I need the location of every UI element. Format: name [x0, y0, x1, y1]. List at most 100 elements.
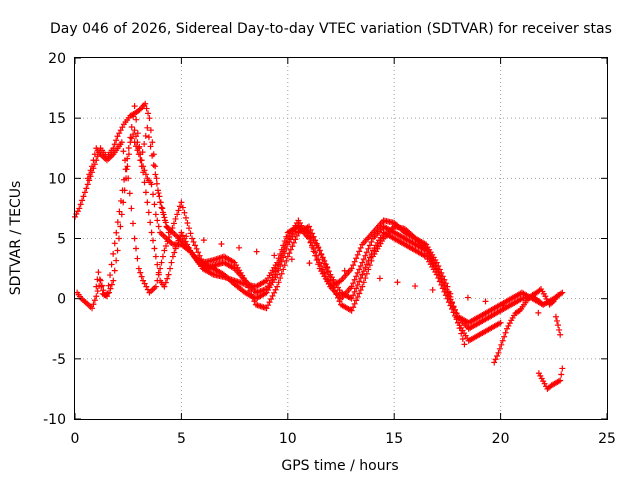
data-point	[145, 134, 152, 141]
data-point	[165, 229, 172, 236]
series-track-7	[93, 103, 564, 338]
data-point	[148, 229, 155, 236]
data-point	[557, 331, 564, 338]
data-point	[306, 223, 313, 230]
data-point	[84, 181, 91, 188]
data-point	[319, 266, 326, 273]
data-point	[165, 271, 172, 278]
data-point	[351, 276, 358, 283]
data-point	[200, 237, 207, 244]
data-point	[135, 265, 142, 272]
data-point	[280, 254, 287, 261]
data-point	[111, 141, 118, 148]
data-point	[316, 247, 323, 254]
data-point	[128, 123, 135, 130]
data-point	[444, 289, 451, 296]
data-point	[324, 263, 331, 270]
data-point	[441, 282, 448, 289]
data-point	[341, 267, 348, 274]
data-point	[114, 133, 121, 140]
data-point	[113, 137, 120, 144]
data-point	[161, 283, 168, 290]
data-point	[162, 219, 169, 226]
data-point	[309, 230, 316, 237]
data-point	[353, 273, 360, 280]
data-point	[356, 266, 363, 273]
data-point	[275, 255, 282, 262]
data-point	[435, 269, 442, 276]
data-point	[129, 220, 136, 227]
data-point	[278, 258, 285, 265]
data-point	[351, 288, 358, 295]
y-tick-label: 0	[57, 292, 66, 308]
data-point	[351, 300, 358, 307]
data-point	[94, 288, 101, 295]
data-point	[89, 305, 96, 312]
data-point	[158, 204, 165, 211]
data-point	[265, 302, 272, 309]
data-point	[86, 171, 93, 178]
data-point	[139, 149, 146, 156]
data-point	[356, 248, 363, 255]
data-point	[178, 229, 185, 236]
data-point	[218, 240, 225, 247]
data-point	[81, 189, 88, 196]
data-point	[126, 190, 133, 197]
data-point	[149, 152, 156, 159]
data-point	[182, 238, 189, 245]
data-point	[111, 267, 118, 274]
data-point	[192, 242, 199, 249]
data-point	[154, 217, 161, 224]
x-tick-label: 5	[177, 431, 186, 447]
data-point	[280, 242, 287, 249]
y-tick-label: 10	[48, 171, 66, 187]
data-point	[325, 280, 332, 287]
data-point	[131, 127, 138, 134]
data-point	[558, 371, 565, 378]
data-point	[108, 281, 115, 288]
data-point	[97, 277, 104, 284]
data-point	[156, 193, 163, 200]
data-point	[98, 283, 105, 290]
data-point	[98, 282, 105, 289]
data-point	[152, 253, 159, 260]
data-point	[266, 299, 273, 306]
data-point	[151, 201, 158, 208]
data-point	[114, 247, 121, 254]
data-point	[147, 219, 154, 226]
data-point	[144, 124, 151, 131]
data-point	[316, 259, 323, 266]
data-point	[499, 337, 506, 344]
data-points	[72, 100, 566, 392]
data-point	[187, 230, 194, 237]
data-point	[107, 272, 114, 279]
data-point	[198, 256, 205, 263]
data-point	[190, 238, 197, 245]
data-point	[505, 322, 512, 329]
x-tick-label: 20	[492, 431, 510, 447]
data-point	[321, 269, 328, 276]
data-point	[162, 243, 169, 250]
data-point	[442, 286, 449, 293]
data-point	[125, 175, 132, 182]
data-point	[79, 197, 86, 204]
data-point	[366, 262, 373, 269]
data-point	[189, 235, 196, 242]
data-point	[143, 105, 150, 112]
data-point	[245, 284, 252, 291]
data-point	[157, 265, 164, 272]
data-point	[283, 257, 290, 264]
data-point	[359, 283, 366, 290]
data-point	[555, 322, 562, 329]
data-point	[277, 263, 284, 270]
data-point	[155, 271, 162, 278]
data-point	[171, 249, 178, 256]
data-point	[134, 147, 141, 154]
data-point	[87, 167, 94, 174]
data-point	[429, 286, 436, 293]
data-point	[121, 176, 128, 183]
data-point	[281, 250, 288, 257]
data-point	[140, 169, 147, 176]
data-point	[506, 320, 513, 327]
data-point	[159, 253, 166, 260]
